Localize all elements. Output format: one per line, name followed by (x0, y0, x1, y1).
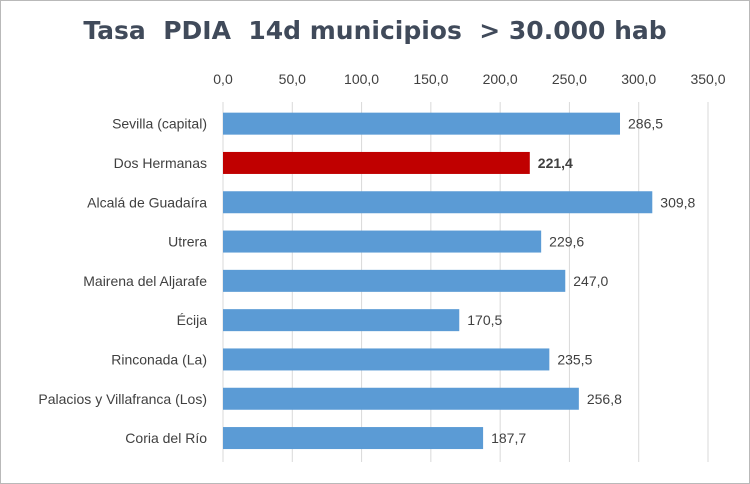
value-label: 170,5 (467, 312, 502, 328)
x-tick-label: 100,0 (344, 71, 379, 87)
bar (223, 230, 542, 253)
value-label: 309,8 (660, 194, 695, 210)
x-tick-label: 50,0 (279, 71, 306, 87)
category-label: Sevilla (capital) (112, 116, 207, 132)
bar (223, 269, 566, 292)
value-label: 221,4 (538, 155, 573, 171)
bar (223, 387, 579, 410)
category-label: Utrera (168, 234, 207, 250)
x-tick-label: 250,0 (552, 71, 587, 87)
bar (223, 151, 530, 174)
category-label: Alcalá de Guadaíra (87, 194, 207, 210)
bar (223, 112, 621, 135)
bars (223, 112, 653, 450)
value-label: 187,7 (491, 430, 526, 446)
value-label: 247,0 (573, 273, 608, 289)
value-label: 235,5 (557, 351, 592, 367)
value-label: 286,5 (628, 116, 663, 132)
category-label: Palacios y Villafranca (Los) (38, 391, 207, 407)
category-labels: Sevilla (capital) Dos Hermanas Alcalá de G… (38, 116, 207, 446)
bar (223, 309, 460, 332)
x-tick-label: 300,0 (621, 71, 656, 87)
x-tick-label: 350,0 (690, 71, 725, 87)
value-labels: 286,5 221,4 309,8 229,6 247,0 170,5 235,5 256,8… (467, 116, 695, 446)
x-tick-label: 150,0 (413, 71, 448, 87)
bar (223, 348, 550, 371)
bar (223, 427, 484, 450)
value-label: 229,6 (549, 234, 584, 250)
x-tick-label: 200,0 (483, 71, 518, 87)
category-label: Dos Hermanas (114, 155, 207, 171)
category-label: Écija (177, 312, 208, 328)
value-label: 256,8 (587, 391, 622, 407)
category-label: Rinconada (La) (111, 351, 207, 367)
x-tick-label: 0,0 (213, 71, 233, 87)
category-label: Coria del Río (125, 430, 207, 446)
category-label: Mairena del Aljarafe (83, 273, 207, 289)
x-axis-tick-labels: 0,0 50,0 100,0 150,0 200,0 250,0 300,0 350,0 (213, 71, 725, 87)
bar (223, 191, 653, 214)
chart-title: Tasa PDIA 14d municipios > 30.000 hab (83, 16, 667, 45)
